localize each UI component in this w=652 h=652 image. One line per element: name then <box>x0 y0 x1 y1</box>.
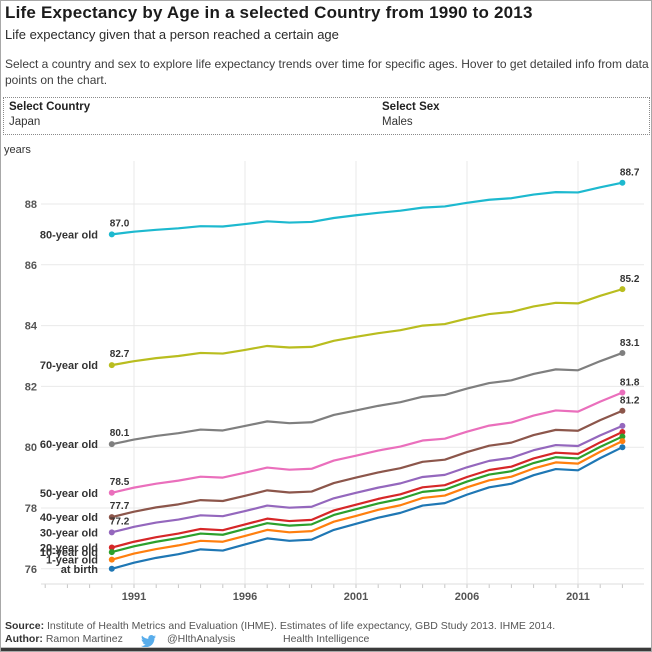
last-point-marker[interactable] <box>619 407 626 414</box>
series-line[interactable] <box>110 288 624 367</box>
first-point-marker[interactable] <box>108 529 115 536</box>
end-value-label: 81.2 <box>620 396 640 407</box>
series-label: at birth <box>61 564 99 576</box>
last-point-marker[interactable] <box>619 389 626 396</box>
y-axis-unit-label: years <box>4 144 31 156</box>
first-point-marker[interactable] <box>108 565 115 572</box>
series-60-year-old[interactable]: 60-year old 80.1 83.1 <box>40 338 640 451</box>
source-label: Source: <box>5 620 45 632</box>
start-value-label: 82.7 <box>110 349 130 360</box>
series-line[interactable] <box>110 351 624 446</box>
x-tick-label: 2001 <box>344 591 368 603</box>
end-value-label: 88.7 <box>620 168 640 179</box>
series-label: 60-year old <box>40 439 98 451</box>
parameter-panel: Select Country Japan Select Sex Males <box>3 97 650 135</box>
last-point-marker[interactable] <box>619 349 626 356</box>
series-line[interactable] <box>110 446 624 570</box>
series-line[interactable] <box>110 181 624 236</box>
last-point-marker[interactable] <box>619 438 626 445</box>
x-tick-label: 1996 <box>233 591 257 603</box>
author-line: Author: Ramon Martinez @HlthAnalysis Hea… <box>5 633 649 648</box>
series-line[interactable] <box>110 391 624 494</box>
series-label: 50-year old <box>40 488 98 500</box>
first-point-marker[interactable] <box>108 362 115 369</box>
first-point-marker[interactable] <box>108 489 115 496</box>
x-tick-label: 2006 <box>455 591 479 603</box>
series-line[interactable] <box>110 440 624 561</box>
first-point-marker[interactable] <box>108 549 115 556</box>
series-label: 20-year old <box>40 543 98 555</box>
sex-selector[interactable]: Select Sex Males <box>377 98 649 134</box>
last-point-marker[interactable] <box>619 422 626 429</box>
series-line[interactable] <box>110 409 624 519</box>
first-point-marker[interactable] <box>108 441 115 448</box>
series-label: 40-year old <box>40 512 98 524</box>
x-tick-label: 1991 <box>122 591 146 603</box>
series-30-year-old[interactable]: 30-year old 77.2 <box>40 422 626 539</box>
series-line[interactable] <box>110 430 624 549</box>
last-point-marker[interactable] <box>619 179 626 186</box>
bottom-bar <box>1 647 651 651</box>
series-label: 30-year old <box>40 527 98 539</box>
y-tick-label: 80 <box>25 442 37 454</box>
series-at-birth[interactable]: at birth <box>61 444 626 576</box>
start-value-label: 77.2 <box>110 516 130 527</box>
y-tick-label: 82 <box>25 381 37 393</box>
y-axis: 76 78 80 82 84 86 88 <box>25 199 644 576</box>
y-tick-label: 86 <box>25 260 37 272</box>
twitter-handle[interactable]: @HlthAnalysis <box>167 633 236 645</box>
series-line[interactable] <box>110 435 624 554</box>
x-axis: 1991 1996 2001 2006 2011 <box>41 161 644 603</box>
first-point-marker[interactable] <box>108 556 115 563</box>
series-line[interactable] <box>110 424 624 534</box>
x-tick-label: 2011 <box>566 591 590 603</box>
sex-selector-label: Select Sex <box>382 101 440 113</box>
series-70-year-old[interactable]: 70-year old 82.7 85.2 <box>40 274 640 372</box>
last-point-marker[interactable] <box>619 433 626 440</box>
end-value-label: 83.1 <box>620 338 640 349</box>
y-tick-label: 76 <box>25 564 37 576</box>
site-name[interactable]: Health Intelligence <box>283 633 370 645</box>
series-20-year-old[interactable]: 20-year old <box>40 429 626 555</box>
start-value-label: 77.7 <box>110 501 130 512</box>
sex-selector-value[interactable]: Males <box>382 116 413 128</box>
country-selector-value[interactable]: Japan <box>9 116 41 128</box>
end-value-label: 85.2 <box>620 274 640 285</box>
source-text: Institute of Health Metrics and Evaluati… <box>47 620 556 632</box>
series-10-year-old[interactable]: 10-year old <box>40 433 626 560</box>
instructions-text: Select a country and sex to explore life… <box>5 57 649 87</box>
series-label: 10-year old <box>40 547 98 559</box>
last-point-marker[interactable] <box>619 444 626 451</box>
source-line: Source: Institute of Health Metrics and … <box>5 620 649 632</box>
series-80-year-old[interactable]: 80-year old 87.0 88.7 <box>40 168 640 242</box>
first-point-marker[interactable] <box>108 544 115 551</box>
twitter-icon[interactable] <box>141 634 156 647</box>
last-point-marker[interactable] <box>619 429 626 435</box>
y-tick-label: 78 <box>25 503 37 515</box>
start-value-label: 87.0 <box>110 218 130 229</box>
first-point-marker[interactable] <box>108 514 115 521</box>
series-label: 80-year old <box>40 229 98 241</box>
series-50-year-old[interactable]: 50-year old 78.5 81.8 <box>40 377 640 499</box>
start-value-label: 80.1 <box>110 428 130 439</box>
end-value-label: 81.8 <box>620 377 640 388</box>
series-label: 70-year old <box>40 360 98 372</box>
first-point-marker[interactable] <box>108 231 115 238</box>
life-expectancy-line-chart[interactable]: 76 78 80 82 84 86 88 1991 1996 2001 2006 2011 80-yea… <box>1 156 652 611</box>
y-tick-label: 88 <box>25 199 37 211</box>
series-40-year-old[interactable]: 40-year old 77.7 81.2 <box>40 396 640 524</box>
author-label: Author: <box>5 633 43 645</box>
y-tick-label: 84 <box>25 321 38 333</box>
country-selector[interactable]: Select Country Japan <box>4 98 377 134</box>
start-value-label: 78.5 <box>110 477 130 488</box>
last-point-marker[interactable] <box>619 286 626 293</box>
series-label: 1-year old <box>46 555 98 567</box>
series-1-year-old[interactable]: 1-year old <box>46 438 626 567</box>
page-subtitle: Life expectancy given that a person reac… <box>5 27 339 42</box>
page-title: Life Expectancy by Age in a selected Cou… <box>5 3 533 22</box>
country-selector-label: Select Country <box>9 101 91 113</box>
author-name: Ramon Martinez <box>45 633 123 645</box>
